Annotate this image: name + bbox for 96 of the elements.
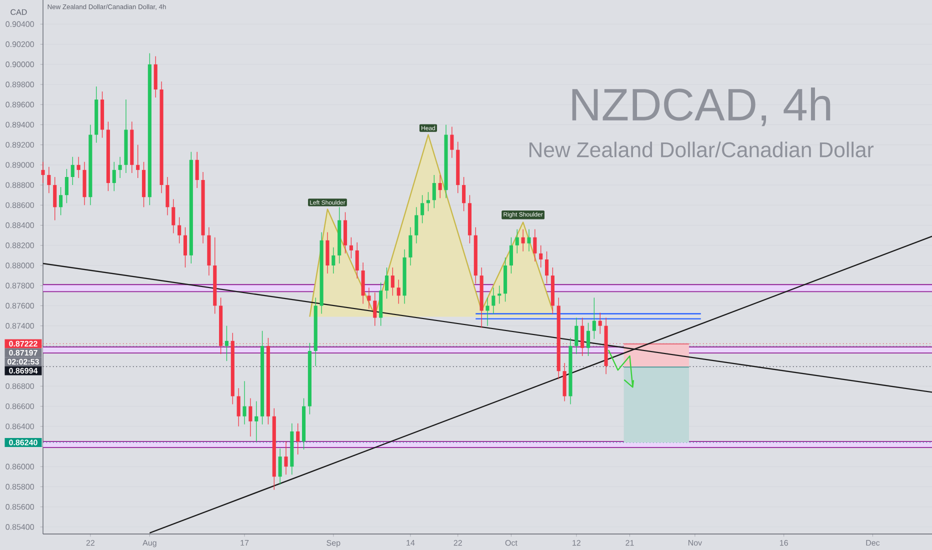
candlestick bbox=[278, 448, 282, 486]
x-tick-label: 12 bbox=[572, 540, 580, 546]
candlestick bbox=[450, 126, 454, 158]
candlestick bbox=[390, 267, 394, 296]
candlestick bbox=[248, 398, 252, 437]
candlestick bbox=[64, 168, 68, 204]
candlestick bbox=[586, 322, 590, 356]
x-tick-label: Oct bbox=[505, 540, 518, 546]
candlestick bbox=[236, 388, 240, 427]
x-tick-label: Aug bbox=[142, 540, 156, 548]
x-tick-label: Nov bbox=[688, 540, 702, 546]
y-tick-label: 0.85400 bbox=[6, 524, 34, 530]
x-tick-label: 21 bbox=[626, 540, 634, 546]
candlestick bbox=[420, 194, 424, 224]
y-tick-label: 0.86000 bbox=[6, 464, 34, 470]
y-tick-label: 0.90200 bbox=[6, 41, 34, 48]
x-tick-label: 22 bbox=[454, 540, 462, 546]
candlestick bbox=[178, 216, 182, 244]
candlestick bbox=[509, 236, 513, 274]
candlestick bbox=[41, 162, 45, 184]
y-tick-label: 0.88400 bbox=[6, 222, 34, 228]
candlestick bbox=[486, 297, 490, 326]
candlestick bbox=[498, 285, 502, 304]
candlestick bbox=[332, 247, 336, 274]
y-tick-label: 0.89600 bbox=[6, 102, 34, 108]
candlestick bbox=[183, 226, 188, 268]
y-tick-label: 0.88600 bbox=[6, 202, 34, 208]
y-tick-label: 0.88200 bbox=[6, 242, 34, 248]
candlestick bbox=[195, 152, 199, 188]
candlestick bbox=[492, 287, 496, 314]
y-tick-label: 0.89000 bbox=[6, 162, 34, 168]
y-tick-label: 0.89400 bbox=[6, 122, 34, 128]
y-tick-label: 0.86600 bbox=[6, 403, 34, 410]
x-tick-label: Dec bbox=[866, 540, 880, 546]
candlestick bbox=[284, 441, 288, 476]
candlestick bbox=[373, 292, 377, 326]
candlestick bbox=[438, 174, 442, 198]
candlestick bbox=[59, 186, 63, 216]
candlestick bbox=[349, 236, 353, 259]
candlestick bbox=[242, 380, 246, 425]
text: 02:02:53 bbox=[8, 358, 39, 365]
y-tick-label: 0.89200 bbox=[6, 142, 34, 148]
y-tick-label: 0.87600 bbox=[6, 302, 34, 309]
candlestick bbox=[76, 156, 80, 178]
candlestick bbox=[112, 162, 116, 192]
candlestick bbox=[254, 400, 258, 442]
candlestick bbox=[408, 226, 412, 266]
candlestick bbox=[426, 192, 430, 212]
ref-line-label: 0.87197 bbox=[9, 350, 38, 356]
candlestick bbox=[533, 228, 537, 262]
y-tick-label: 0.87400 bbox=[6, 323, 34, 329]
y-axis-title: CAD bbox=[10, 9, 27, 15]
y-tick-label: 0.85600 bbox=[6, 504, 34, 510]
y-tick-label: 0.86400 bbox=[6, 424, 34, 430]
candlestick bbox=[355, 242, 359, 279]
annotation: New Zealand Dollar/Canadian Dollar bbox=[530, 142, 874, 158]
ref-line-label: 0.87222 bbox=[9, 340, 38, 347]
x-tick-label: 22 bbox=[86, 540, 94, 546]
candlestick bbox=[544, 251, 549, 284]
candlestick bbox=[53, 176, 57, 221]
candlestick bbox=[396, 279, 400, 304]
ref-line-label: 0.86240 bbox=[9, 440, 38, 446]
candlestick bbox=[367, 287, 371, 310]
y-tick-label: 0.87800 bbox=[6, 282, 34, 288]
y-tick-label: 0.86800 bbox=[6, 383, 34, 390]
ref-line-label: 0.86994 bbox=[9, 368, 38, 374]
candlestick bbox=[166, 176, 170, 216]
candlestick bbox=[414, 206, 418, 244]
candlestick bbox=[521, 228, 525, 252]
candlestick bbox=[136, 144, 140, 178]
candlestick bbox=[224, 325, 229, 362]
candlestick bbox=[47, 166, 51, 194]
candlestick bbox=[296, 423, 300, 455]
y-tick-label: 0.90000 bbox=[6, 62, 34, 68]
x-tick-label: 17 bbox=[240, 540, 249, 546]
candlestick bbox=[432, 174, 436, 208]
candlestick bbox=[527, 228, 531, 252]
candlestick bbox=[539, 245, 543, 268]
x-tick-label: Sep bbox=[326, 540, 340, 548]
candlestick bbox=[70, 156, 74, 186]
y-tick-label: 0.88000 bbox=[6, 262, 34, 268]
y-tick-label: 0.90400 bbox=[6, 21, 34, 27]
y-tick-label: 0.89800 bbox=[6, 82, 34, 88]
candlestick bbox=[598, 312, 602, 334]
candlestick bbox=[172, 198, 176, 234]
x-tick-label: 16 bbox=[780, 540, 788, 546]
candlestick bbox=[592, 297, 596, 340]
candlestick bbox=[384, 267, 389, 300]
y-tick-label: 0.85800 bbox=[6, 484, 34, 490]
candlestick bbox=[462, 176, 466, 212]
annotation: NZDCAD, 4h bbox=[572, 87, 830, 126]
candlestick bbox=[515, 228, 519, 254]
candlestick bbox=[118, 156, 122, 178]
x-tick-label: 14 bbox=[406, 540, 415, 546]
y-tick-label: 0.88800 bbox=[6, 182, 34, 188]
candlestick bbox=[574, 317, 578, 354]
